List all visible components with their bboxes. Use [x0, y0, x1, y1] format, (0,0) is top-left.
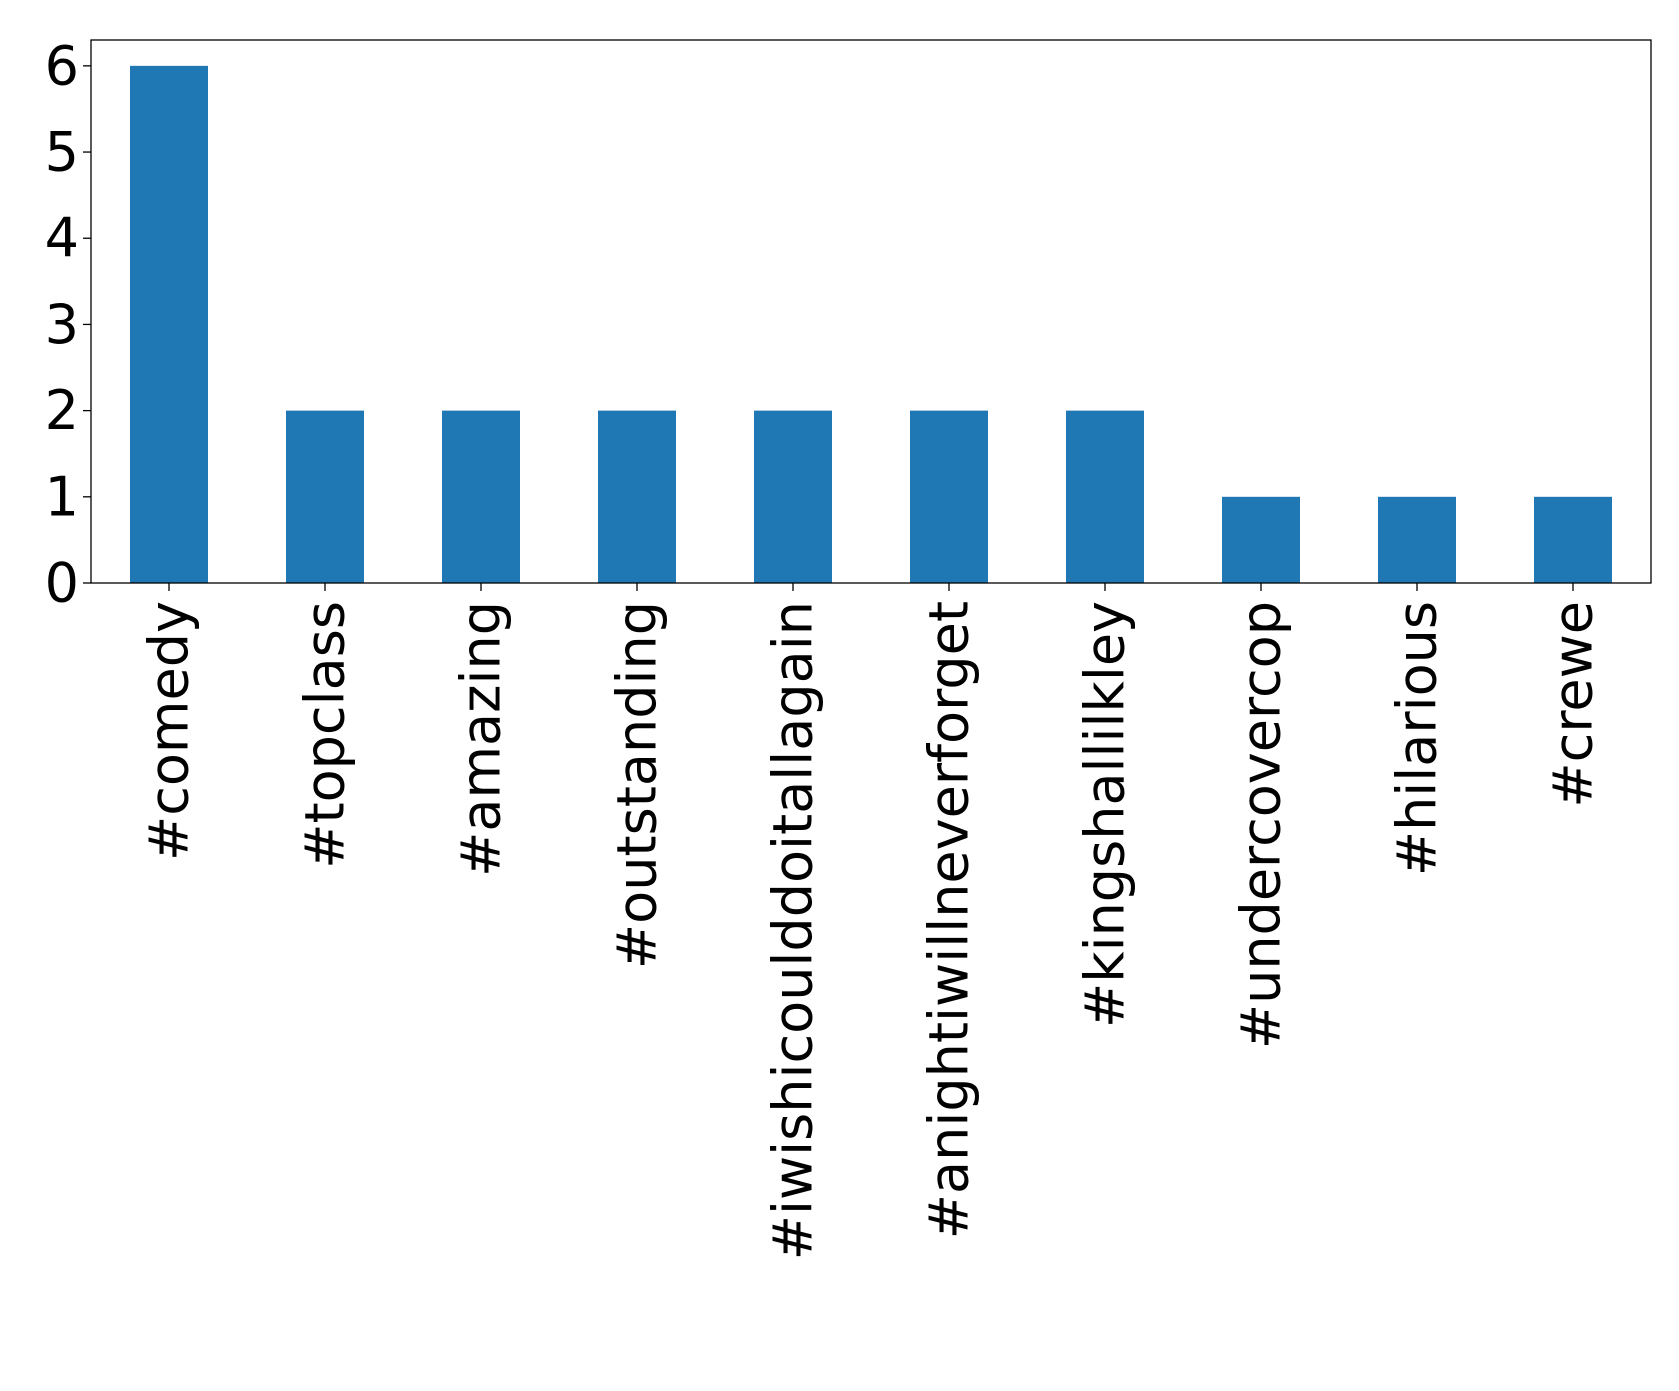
plot-frame — [90, 39, 1652, 584]
bar-iwishicoulddoitallagain — [754, 410, 832, 583]
x-tick-label: #outstanding — [606, 601, 669, 969]
bar-crewe — [1534, 496, 1612, 583]
y-tick-label: 2 — [45, 379, 79, 442]
x-tick-label: #hilarious — [1386, 601, 1449, 876]
x-tick-label: #anightiwillneverforget — [918, 601, 981, 1239]
y-tick-label: 5 — [45, 121, 79, 184]
y-tick-label: 6 — [45, 34, 79, 97]
y-tick-label: 1 — [45, 465, 79, 528]
bar-outstanding — [598, 410, 676, 583]
x-axis: #comedy #topclass #amazing #outstanding #iwi… — [138, 583, 1605, 1260]
bar-amazing — [442, 410, 520, 583]
y-tick-label: 3 — [45, 293, 79, 356]
bar-hilarious — [1378, 496, 1456, 583]
x-tick-label: #comedy — [138, 601, 201, 861]
bars-group — [130, 65, 1612, 584]
y-tick-label: 0 — [45, 552, 79, 615]
y-axis: 0 1 2 3 4 5 6 — [45, 34, 91, 615]
x-tick-label: #undercovercop — [1230, 601, 1293, 1049]
x-tick-label: #iwishicoulddoitallagain — [762, 601, 825, 1260]
bar-anightiwillneverforget — [910, 410, 988, 583]
y-tick-label: 4 — [45, 207, 79, 270]
x-tick-label: #kingshallilkley — [1074, 601, 1137, 1028]
x-tick-label: #topclass — [294, 601, 357, 869]
x-tick-label: #amazing — [450, 601, 513, 877]
bar-kingshallilkley — [1066, 410, 1144, 583]
bar-topclass — [286, 410, 364, 583]
bar-undercovercop — [1222, 496, 1300, 583]
x-tick-label: #crewe — [1542, 601, 1605, 808]
bar-comedy — [130, 65, 208, 584]
